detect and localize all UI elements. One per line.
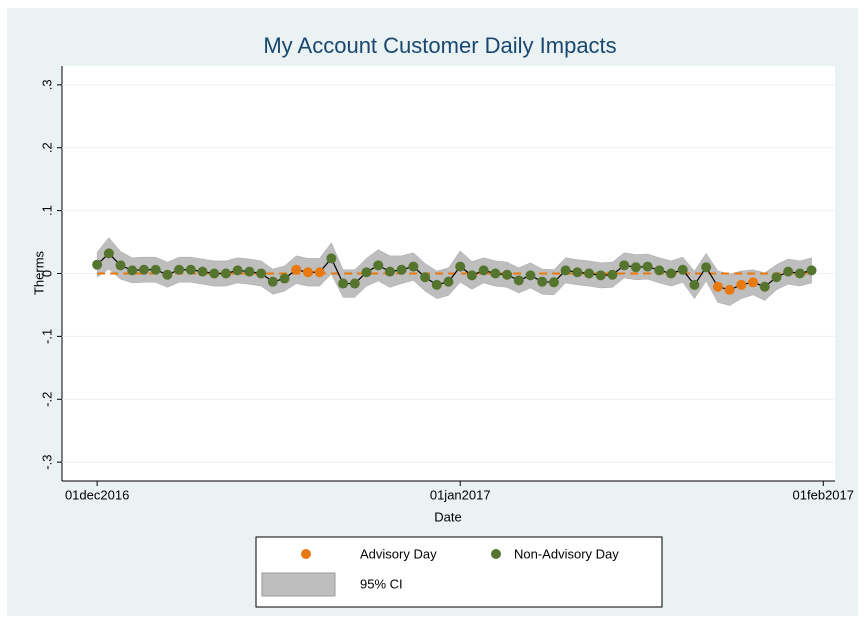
point [689,279,700,290]
point [654,265,665,276]
point [197,266,208,277]
point [103,248,114,259]
y-axis-label: Therms [31,250,46,295]
point [314,267,325,278]
point [771,272,782,283]
point [513,275,524,286]
point [384,266,395,277]
point [408,261,419,272]
point [338,278,349,289]
legend-marker [301,549,311,559]
legend: Advisory Day Non-Advisory Day 95% CI [255,536,663,608]
point [279,273,290,284]
point [759,281,770,292]
point [572,267,583,278]
x-axis-label: Date [434,509,461,524]
point [736,279,747,290]
legend-label: Non-Advisory Day [514,546,619,561]
point [607,269,618,280]
point [712,281,723,292]
point [548,277,559,288]
point [794,268,805,279]
point [455,261,466,272]
legend-marker [491,549,501,559]
point [525,270,536,281]
point [232,265,243,276]
point [642,261,653,272]
point [220,268,231,279]
point [396,264,407,275]
point [373,260,384,271]
point [92,259,103,270]
point [185,264,196,275]
y-tick-label: .1 [39,205,54,216]
point [677,264,688,275]
point [420,272,431,283]
point [244,266,255,277]
legend-label: Advisory Day [360,546,437,561]
point [478,265,489,276]
x-tick-label: 01jan2017 [430,487,491,502]
point [584,268,595,279]
y-tick-label: .3 [39,79,54,90]
point [361,267,372,278]
point [291,264,302,275]
point [349,278,360,289]
point [724,284,735,295]
point [443,276,454,287]
y-tick-label: -.1 [39,329,54,344]
point [267,276,278,287]
ci-band [96,237,812,306]
point [466,270,477,281]
point [806,265,817,276]
point [174,264,185,275]
x-tick-label: 01feb2017 [793,487,854,502]
point [748,277,759,288]
point [127,265,138,276]
point [150,264,161,275]
point [490,268,501,279]
point [595,270,606,281]
point [256,268,267,279]
x-tick-label: 01dec2016 [65,487,129,502]
point [431,279,442,290]
legend-label: 95% CI [360,576,403,591]
point [302,267,313,278]
y-tick-label: .2 [39,142,54,153]
point [560,265,571,276]
point [502,269,513,280]
point [138,264,149,275]
y-tick-label: -.3 [39,455,54,470]
point [162,269,173,280]
y-tick-label: 0 [39,270,54,277]
point [326,253,337,264]
legend-swatch [261,572,336,597]
point [115,260,126,271]
point [701,262,712,273]
point [783,266,794,277]
y-tick-label: -.2 [39,392,54,407]
point [666,268,677,279]
point [537,276,548,287]
point [209,268,220,279]
chart-title: My Account Customer Daily Impacts [263,33,616,58]
point [619,260,630,271]
point [630,262,641,273]
